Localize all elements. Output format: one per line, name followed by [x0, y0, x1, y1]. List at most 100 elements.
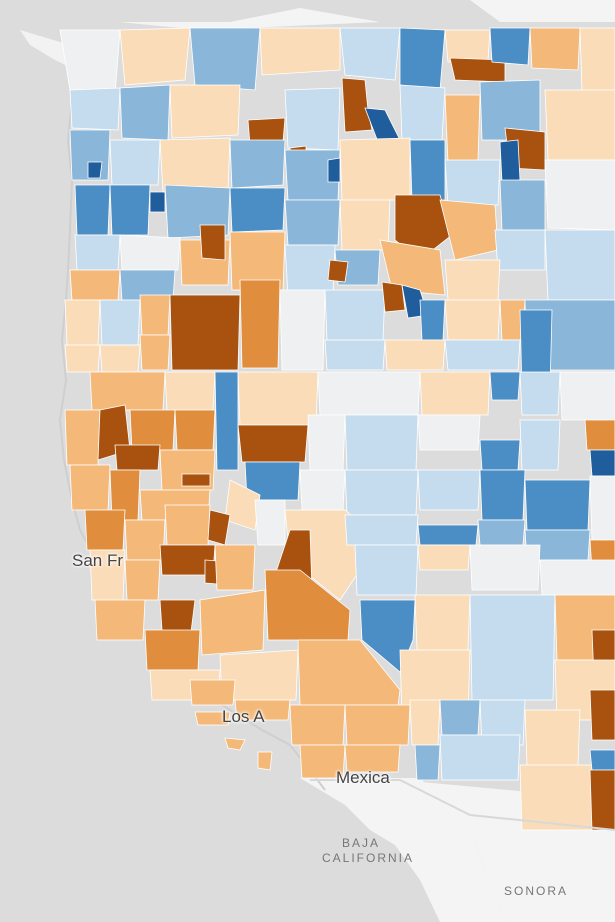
county-region[interactable] [144, 629, 201, 671]
county-region[interactable] [159, 137, 231, 193]
county-region[interactable] [417, 544, 471, 571]
county-region[interactable] [477, 519, 526, 546]
county-region[interactable] [279, 289, 326, 371]
county-region[interactable] [379, 239, 446, 296]
county-region[interactable] [519, 419, 561, 471]
county-region[interactable] [284, 87, 341, 151]
county-region[interactable] [399, 84, 446, 141]
county-region[interactable] [139, 334, 171, 371]
county-region[interactable] [64, 344, 101, 373]
county-region[interactable] [199, 224, 226, 261]
county-region[interactable] [417, 414, 481, 451]
county-region[interactable] [489, 27, 531, 66]
county-region[interactable] [469, 594, 556, 701]
county-region[interactable] [417, 524, 479, 546]
county-region[interactable] [444, 299, 501, 341]
county-region[interactable] [289, 704, 346, 746]
county-region[interactable] [344, 414, 419, 471]
county-region[interactable] [94, 599, 146, 641]
county-region[interactable] [189, 27, 261, 91]
county-region[interactable] [214, 371, 239, 471]
county-region[interactable] [544, 229, 615, 301]
county-region[interactable] [444, 259, 501, 301]
county-region[interactable] [244, 461, 301, 501]
county-region[interactable] [229, 139, 286, 189]
county-region[interactable] [129, 409, 176, 451]
county-region[interactable] [181, 473, 211, 487]
county-region[interactable] [539, 559, 615, 596]
county-region[interactable] [284, 244, 336, 296]
county-region[interactable] [119, 27, 191, 86]
county-region[interactable] [234, 699, 291, 721]
county-region[interactable] [99, 344, 141, 373]
county-region[interactable] [419, 371, 491, 416]
county-region[interactable] [299, 744, 346, 779]
county-region[interactable] [381, 281, 406, 313]
county-region[interactable] [414, 744, 441, 781]
county-region[interactable] [494, 229, 546, 271]
county-fills[interactable] [59, 27, 615, 831]
county-region[interactable] [69, 464, 111, 511]
county-region[interactable] [479, 439, 521, 471]
county-region[interactable] [237, 424, 309, 463]
county-region[interactable] [224, 737, 246, 751]
county-region[interactable] [589, 449, 615, 477]
county-region[interactable] [444, 94, 481, 163]
county-region[interactable] [264, 569, 351, 641]
county-region[interactable] [164, 371, 216, 411]
county-region[interactable] [214, 544, 256, 591]
county-region[interactable] [124, 519, 166, 561]
county-region[interactable] [237, 371, 319, 426]
county-region[interactable] [519, 371, 561, 416]
county-region[interactable] [169, 84, 241, 139]
county-region[interactable] [524, 479, 591, 531]
county-region[interactable] [109, 184, 151, 236]
county-region[interactable] [444, 159, 501, 206]
county-region[interactable] [327, 157, 341, 183]
county-region[interactable] [229, 187, 286, 233]
county-region[interactable] [149, 191, 166, 213]
county-region[interactable] [417, 469, 481, 511]
county-region[interactable] [544, 89, 615, 161]
county-region[interactable] [189, 679, 236, 706]
county-region[interactable] [354, 544, 419, 596]
county-region[interactable] [64, 299, 101, 346]
county-region[interactable] [74, 184, 111, 236]
county-region[interactable] [69, 87, 121, 131]
county-region[interactable] [344, 514, 419, 546]
county-region[interactable] [224, 479, 261, 531]
county-region[interactable] [469, 544, 541, 591]
county-region[interactable] [339, 27, 401, 81]
county-region[interactable] [589, 749, 615, 771]
county-region[interactable] [439, 734, 521, 781]
county-region[interactable] [559, 371, 615, 421]
county-region[interactable] [439, 699, 481, 736]
county-region[interactable] [87, 161, 103, 179]
county-region[interactable] [589, 689, 615, 741]
county-region[interactable] [409, 139, 446, 201]
county-region[interactable] [479, 469, 526, 521]
county-region[interactable] [589, 769, 615, 831]
county-region[interactable] [174, 409, 216, 451]
county-region[interactable] [259, 27, 341, 76]
county-region[interactable] [444, 339, 521, 371]
county-region[interactable] [69, 269, 121, 301]
county-region[interactable] [199, 589, 266, 656]
county-region[interactable] [339, 137, 411, 201]
county-region[interactable] [419, 299, 446, 341]
county-region[interactable] [344, 744, 401, 773]
county-region[interactable] [529, 27, 581, 71]
county-region[interactable] [297, 639, 401, 706]
county-region[interactable] [499, 139, 521, 183]
county-region[interactable] [499, 179, 546, 231]
county-region[interactable] [444, 29, 491, 63]
county-region[interactable] [327, 259, 349, 283]
county-region[interactable] [119, 234, 181, 271]
county-region[interactable] [544, 159, 615, 231]
county-region[interactable] [114, 444, 161, 471]
county-region[interactable] [409, 699, 441, 746]
county-region[interactable] [317, 371, 421, 416]
county-region[interactable] [589, 475, 615, 541]
county-region[interactable] [64, 409, 101, 466]
